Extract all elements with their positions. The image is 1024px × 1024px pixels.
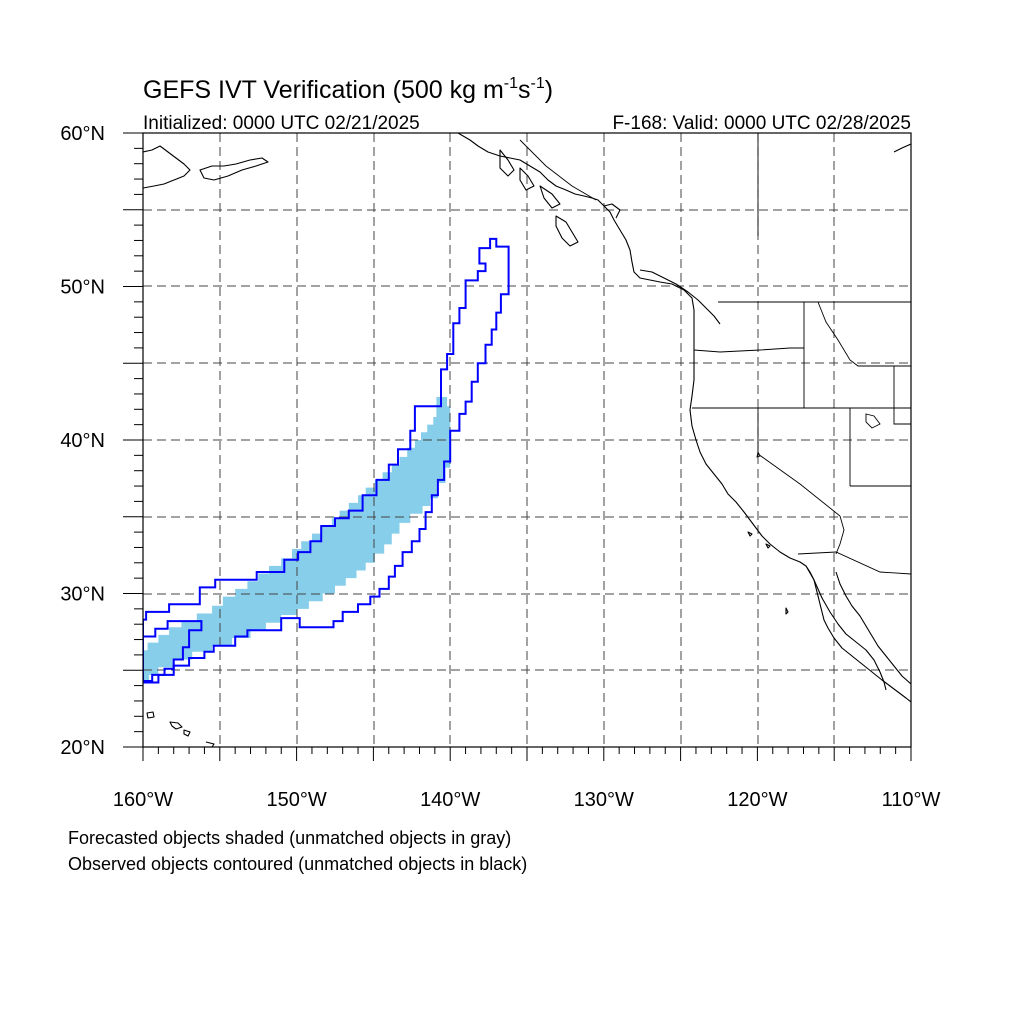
axis-ticks <box>123 132 912 761</box>
plot-title: GEFS IVT Verification (500 kg m-1s-1) <box>143 75 553 104</box>
lat-tick-label: 30°N <box>60 584 105 606</box>
forecast-legend-note: Forecasted objects shaded (unmatched obj… <box>68 828 511 848</box>
lon-tick-label: 140°W <box>420 789 480 811</box>
map-plot-area <box>143 133 911 747</box>
lon-tick-label: 160°W <box>113 789 173 811</box>
init-time-label: Initialized: 0000 UTC 02/21/2025 <box>143 113 420 134</box>
lon-tick-label: 120°W <box>727 789 787 811</box>
longitude-labels: 160°W 150°W 140°W 130°W 120°W 110°W <box>113 789 941 811</box>
observed-object-contour <box>143 237 510 684</box>
coastlines <box>143 133 911 747</box>
valid-time-label: F-168: Valid: 0000 UTC 02/28/2025 <box>612 113 911 134</box>
lat-tick-label: 60°N <box>60 123 105 145</box>
lat-tick-label: 20°N <box>60 737 105 759</box>
latitude-labels: 20°N 30°N 40°N 50°N 60°N <box>60 123 105 759</box>
map-gridlines <box>143 133 911 747</box>
lat-tick-label: 40°N <box>60 430 105 452</box>
political-boundaries <box>519 133 911 575</box>
lon-tick-label: 150°W <box>266 789 326 811</box>
lon-tick-label: 130°W <box>574 789 634 811</box>
lon-tick-label: 110°W <box>882 789 941 811</box>
lat-tick-label: 50°N <box>60 277 105 299</box>
observed-object-contour-inner <box>143 620 203 682</box>
observed-legend-note: Observed objects contoured (unmatched ob… <box>68 854 527 874</box>
